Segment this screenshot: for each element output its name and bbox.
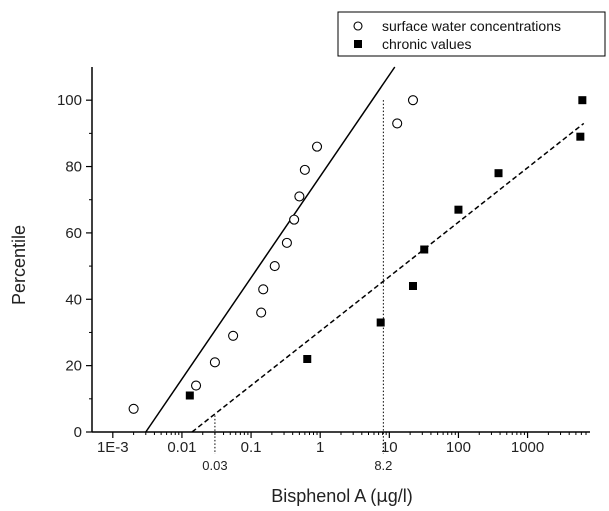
chronic-values-fit-line (191, 122, 585, 433)
chronic-value-point (185, 391, 194, 400)
y-tick-label: 80 (65, 159, 82, 176)
x-tick-label: 1000 (511, 439, 544, 456)
annotation-label: 0.03 (202, 458, 227, 473)
surface-water-point (256, 307, 267, 318)
chronic-value-point (376, 318, 385, 327)
legend-marker-surface-water (353, 21, 363, 31)
x-axis-title-suffix: g/l) (388, 486, 413, 506)
legend: surface water concentrations chronic val… (337, 11, 606, 57)
legend-box (337, 11, 606, 57)
chronic-value-point (420, 245, 429, 254)
surface-water-point (294, 191, 305, 202)
x-axis-title-mu: μ (376, 486, 388, 507)
legend-label-chronic: chronic values (382, 36, 472, 52)
chronic-value-point (578, 96, 587, 105)
axes (91, 67, 590, 433)
fit-lines (145, 66, 585, 433)
chronic-value-point (494, 169, 503, 178)
chronic-value-point (303, 355, 312, 363)
surface-water-point (407, 95, 419, 106)
chronic-value-point (576, 132, 585, 141)
surface-water-point (269, 261, 280, 272)
x-tick-label: 0.1 (241, 439, 262, 456)
chronic-value-point (454, 205, 463, 214)
y-tick-label: 100 (57, 92, 82, 109)
annotation-group: 0.03 8.2 (202, 100, 392, 473)
surface-water-point (311, 141, 323, 152)
y-axis-ticks: 0 20 40 60 80 100 (57, 92, 92, 441)
surface-water-point (289, 214, 300, 225)
x-tick-label: 10 (381, 439, 398, 456)
surface-water-point (190, 380, 202, 391)
surface-water-point (209, 357, 220, 368)
x-tick-label: 0.01 (167, 439, 196, 456)
x-tick-label: 1E-3 (97, 439, 129, 456)
surface-water-point (128, 403, 139, 414)
surface-water-point (228, 330, 239, 341)
surface-water-point (258, 284, 269, 295)
surface-water-point (392, 118, 403, 129)
surface-water-point (281, 237, 292, 248)
surface-water-fit-line (145, 66, 396, 433)
x-tick-label: 100 (446, 439, 471, 456)
y-tick-label: 20 (65, 358, 82, 375)
legend-label-surface-water: surface water concentrations (382, 18, 561, 34)
chronic-value-point (408, 282, 417, 290)
x-tick-label: 1 (316, 439, 324, 456)
y-tick-label: 0 (74, 424, 82, 441)
x-axis-ticks: 1E-3 0.01 0.1 1 10 100 1000 (97, 432, 587, 456)
annotation-label: 8.2 (374, 458, 392, 473)
x-axis-title: Bisphenol A (μg/l) (271, 486, 413, 507)
data-markers (128, 95, 587, 414)
x-axis-title-prefix: Bisphenol A ( (271, 486, 376, 506)
y-tick-label: 40 (65, 291, 82, 308)
y-tick-label: 60 (65, 225, 82, 242)
y-axis-title: Percentile (9, 225, 29, 305)
surface-water-point (299, 164, 310, 175)
legend-marker-chronic (354, 40, 362, 48)
